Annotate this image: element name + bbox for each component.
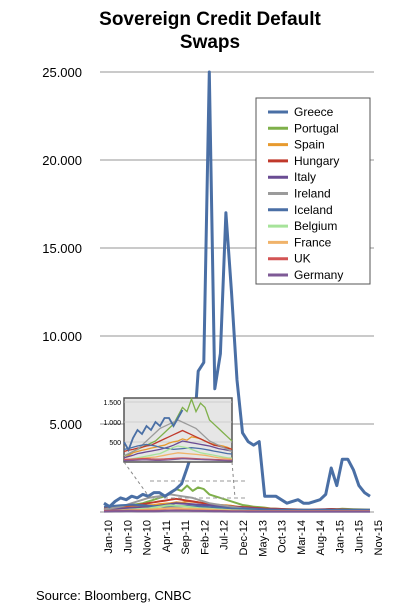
chart-title-line-2: Swaps	[179, 32, 241, 53]
x-tick-label: Jan-10	[103, 520, 115, 554]
inset-tick-label: 500	[109, 440, 121, 447]
x-tick-label: Jun-15	[354, 520, 366, 554]
inset-series-greece	[123, 409, 184, 453]
inset-series-hungary	[123, 429, 233, 453]
legend-label: Portugal	[294, 121, 339, 135]
y-tick-label: 10.000	[42, 329, 82, 344]
legend-label: Hungary	[294, 154, 339, 168]
source-note: Source: Bloomberg, CNBC	[36, 588, 192, 603]
series-line-greece	[103, 70, 371, 509]
legend-label: Ireland	[294, 187, 331, 201]
legend-label: UK	[294, 252, 311, 266]
x-tick-label: Nov-10	[142, 520, 154, 555]
axes: 5.000 10.000 15.000 20.000 25.000 Jan-10 Jun-1…	[42, 65, 385, 557]
y-tick-label: 15.000	[42, 241, 82, 256]
inset-connector	[123, 461, 151, 499]
x-tick-label: Jan-15	[334, 520, 346, 554]
x-tick-label: Jul-12	[219, 520, 231, 550]
y-tick-label: 20.000	[42, 153, 82, 168]
legend-label: Greece	[294, 105, 334, 119]
legend-label: Iceland	[294, 203, 333, 217]
inset-series-germany	[123, 457, 233, 462]
y-tick-label: 5.000	[49, 417, 82, 432]
x-tick-label: Sep-11	[180, 520, 192, 555]
legend: Greece Portugal Spain Hungary Italy Ireland Ic…	[255, 97, 371, 285]
legend-label: Germany	[294, 268, 343, 282]
inset-series-italy	[123, 440, 233, 459]
x-tick-label: May-13	[257, 520, 269, 557]
series-line-germany	[103, 509, 370, 513]
legend-label: Italy	[294, 170, 316, 184]
x-tick-label: Feb-12	[199, 520, 211, 555]
legend-label: Spain	[294, 138, 325, 152]
x-tick-label: Jun-10	[122, 520, 134, 554]
x-tick-label: Aug-14	[315, 520, 327, 555]
x-tick-label: Apr-11	[161, 520, 173, 552]
chart-title-line-1: Sovereign Credit Default	[99, 9, 321, 30]
inset-connector	[231, 461, 236, 499]
inset-series-belgium	[123, 445, 233, 461]
legend-label: Belgium	[294, 219, 337, 233]
x-tick-label: Oct-13	[277, 520, 289, 553]
inset-series-iceland	[123, 443, 233, 455]
inset-tick-label: 1.000	[103, 420, 121, 427]
series-lines	[103, 70, 371, 513]
chart-title: Sovereign Credit Default Swaps	[90, 8, 330, 54]
series-line-iceland	[103, 503, 370, 511]
x-tick-label: Dec-12	[238, 520, 250, 555]
x-tick-label: Nov-15	[373, 520, 385, 555]
legend-label: France	[294, 235, 332, 249]
x-tick-label: Mar-14	[296, 520, 308, 555]
inset-series-spain	[123, 436, 233, 459]
inset-zoom: 500 1.000 1.500	[103, 397, 248, 499]
y-tick-label: 25.000	[42, 65, 82, 80]
inset-tick-label: 1.500	[103, 400, 121, 407]
